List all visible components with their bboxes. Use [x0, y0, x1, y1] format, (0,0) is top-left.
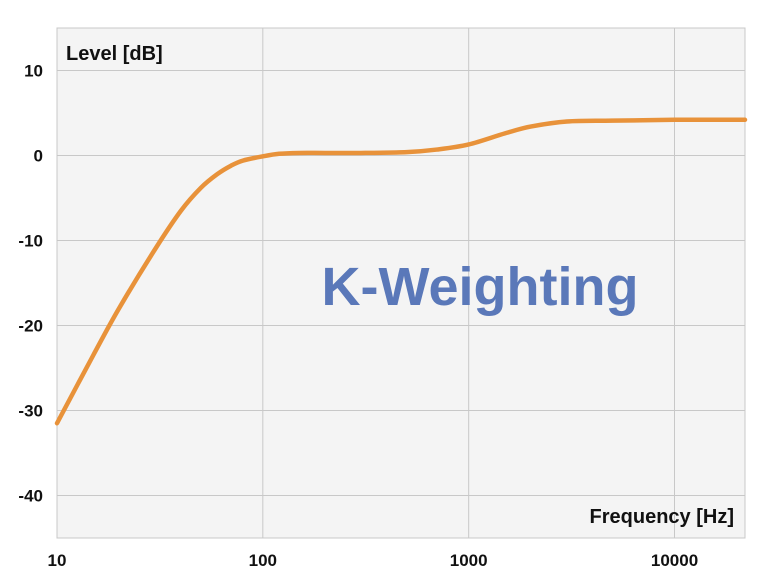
x-tick-label: 10 [48, 551, 67, 570]
x-tick-label: 1000 [450, 551, 488, 570]
y-tick-label: 0 [34, 147, 43, 166]
x-tick-label: 100 [249, 551, 277, 570]
y-tick-labels: 10 0 -10 -20 -30 -40 [18, 62, 43, 506]
y-axis-label: Level [dB] [66, 43, 163, 65]
x-axis-label: Frequency [Hz] [590, 506, 734, 528]
chart-annotation: K-Weighting [322, 257, 639, 317]
y-tick-label: -30 [18, 402, 43, 421]
y-tick-label: -20 [18, 317, 43, 336]
plot-area [56, 27, 746, 539]
y-tick-label: -40 [18, 487, 43, 506]
grid-lines [56, 28, 745, 538]
y-tick-label: -10 [18, 232, 43, 251]
y-tick-label: 10 [24, 62, 43, 81]
x-tick-labels: 10 100 1000 10000 [48, 551, 699, 570]
x-tick-label: 10000 [651, 551, 698, 570]
series-line [54, 117, 748, 426]
